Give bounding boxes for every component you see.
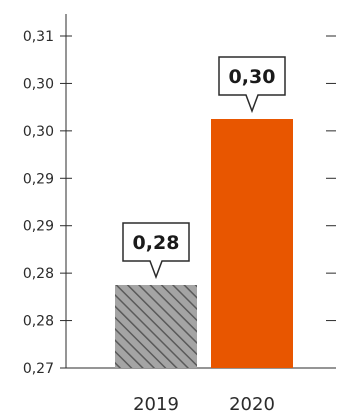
data-label-box [122, 222, 190, 280]
data-label: 0,30 [229, 66, 276, 88]
data-label-box [218, 56, 286, 114]
y-tick-label: 0,28 [23, 266, 54, 282]
y-tick-label: 0,30 [23, 124, 54, 140]
data-label: 0,28 [133, 232, 180, 254]
y-axis: 0,27 0,28 0,28 0,29 0,29 0,30 0,30 0,31 [23, 14, 336, 377]
y-tick-label: 0,31 [23, 29, 54, 45]
data-labels: 0,28 0,30 [122, 56, 286, 280]
bar-2019 [115, 285, 197, 368]
y-tick-label: 0,27 [23, 361, 54, 377]
x-tick-label: 2019 [133, 394, 179, 415]
x-tick-label: 2020 [229, 394, 275, 415]
bars [115, 119, 293, 368]
x-axis: 2019 2020 [66, 367, 336, 415]
y-tick-label: 0,29 [23, 171, 54, 187]
bar-2020 [211, 119, 293, 368]
y-tick-label: 0,29 [23, 219, 54, 235]
y-tick-label: 0,28 [23, 314, 54, 330]
y-tick-label: 0,30 [23, 76, 54, 92]
